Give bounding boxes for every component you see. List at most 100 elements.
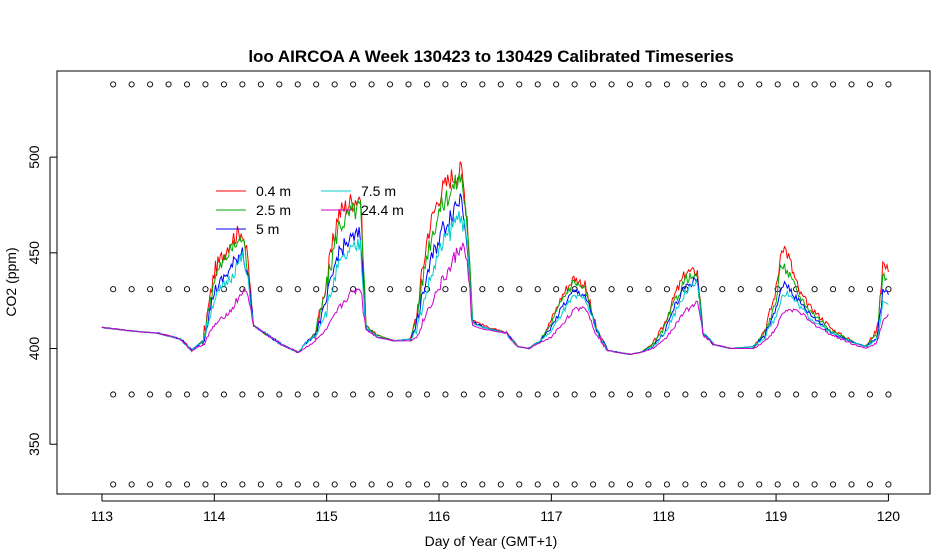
marker-row-2-point-32 [700, 391, 707, 398]
marker-row-3-point-7 [239, 481, 246, 488]
marker-row-0-point-8 [257, 81, 264, 88]
marker-row-0-point-40 [848, 81, 855, 88]
x-tick-label-2: 115 [315, 508, 338, 524]
marker-row-1-point-21 [497, 286, 504, 293]
marker-row-3-point-17 [423, 481, 431, 488]
marker-row-3-point-20 [479, 481, 486, 488]
legend: 0.4 m 2.5 m 5 m 7.5 m 24.4 m [216, 183, 404, 237]
marker-row-0-point-33 [719, 81, 726, 88]
marker-row-2-point-27 [608, 391, 615, 398]
marker-row-0-point-30 [663, 81, 670, 88]
marker-row-0-point-14 [368, 81, 375, 88]
marker-row-2-point-3 [165, 391, 172, 398]
marker-row-2-point-41 [866, 391, 874, 398]
marker-row-1-point-8 [257, 286, 264, 293]
marker-row-1-point-3 [165, 286, 172, 293]
marker-row-3-point-11 [313, 481, 320, 488]
marker-row-0-point-9 [276, 81, 283, 88]
marker-row-2-point-31 [682, 391, 689, 398]
marker-row-2-point-38 [811, 391, 818, 398]
x-tick-label-7: 120 [877, 508, 901, 524]
marker-row-0-point-32 [700, 81, 707, 88]
legend-label-4: 24.4 m [361, 202, 404, 218]
marker-rows [110, 81, 892, 488]
marker-row-0-point-24 [553, 81, 560, 88]
marker-row-0-point-10 [294, 81, 301, 88]
marker-row-0-point-42 [885, 81, 892, 88]
marker-row-3-point-36 [774, 481, 781, 488]
marker-row-2-point-16 [405, 391, 412, 398]
marker-row-1-point-7 [239, 286, 246, 293]
legend-label-0: 0.4 m [256, 183, 291, 199]
marker-row-0-point-16 [405, 81, 412, 88]
marker-row-3-point-16 [405, 481, 412, 488]
marker-row-2-point-42 [885, 391, 892, 398]
marker-row-0-point-25 [571, 81, 578, 88]
marker-row-1-point-32 [700, 286, 707, 293]
marker-row-2-point-25 [571, 391, 578, 398]
marker-row-0-point-6 [220, 81, 227, 88]
marker-row-3-point-35 [756, 481, 763, 488]
marker-row-2-point-36 [774, 391, 781, 398]
marker-row-3-point-13 [350, 481, 357, 488]
marker-row-1-point-23 [534, 286, 541, 293]
marker-row-2-point-26 [590, 391, 597, 398]
marker-row-3-point-34 [737, 481, 744, 488]
marker-row-3-point-38 [811, 481, 818, 488]
marker-row-1-point-0 [110, 286, 117, 293]
plot-frame [56, 70, 931, 495]
marker-row-2-point-10 [294, 391, 301, 398]
marker-row-2-point-35 [756, 391, 763, 398]
marker-row-1-point-33 [719, 286, 726, 293]
y-tick-label-1: 400 [26, 337, 42, 361]
series-line-0 [101, 161, 889, 356]
marker-row-2-point-0 [110, 391, 117, 398]
marker-row-3-point-0 [110, 481, 117, 488]
marker-row-2-point-24 [553, 391, 560, 398]
marker-row-0-point-41 [866, 81, 874, 88]
marker-row-0-point-22 [516, 81, 523, 88]
marker-row-2-point-30 [663, 391, 670, 398]
marker-row-3-point-32 [700, 481, 707, 488]
marker-row-0-point-38 [811, 81, 818, 88]
marker-row-3-point-8 [257, 481, 264, 488]
marker-row-2-point-13 [350, 391, 357, 398]
marker-row-0-point-35 [756, 81, 763, 88]
y-axis-label: CO2 (ppm) [3, 247, 19, 316]
marker-row-0-point-18 [442, 81, 449, 88]
marker-row-2-point-34 [737, 391, 744, 398]
marker-row-3-point-4 [183, 481, 191, 488]
marker-row-2-point-14 [368, 391, 375, 398]
marker-row-0-point-39 [830, 81, 837, 88]
marker-row-0-point-34 [737, 81, 744, 88]
y-tick-label-0: 350 [26, 432, 42, 456]
marker-row-1-point-34 [737, 286, 744, 293]
marker-row-1-point-5 [202, 286, 209, 293]
marker-row-1-point-15 [387, 286, 394, 293]
marker-row-3-point-26 [590, 481, 597, 488]
x-axis-label: Day of Year (GMT+1) [425, 533, 558, 549]
marker-row-1-point-25 [571, 286, 578, 293]
marker-row-2-point-6 [220, 391, 227, 398]
marker-row-3-point-15 [387, 481, 394, 488]
marker-row-1-point-11 [313, 286, 320, 293]
y-axis: 350 400 450 500 [26, 145, 57, 456]
marker-row-0-point-31 [682, 81, 689, 88]
marker-row-3-point-41 [866, 481, 874, 488]
marker-row-3-point-30 [663, 481, 670, 488]
marker-row-1-point-29 [645, 286, 652, 293]
marker-row-3-point-21 [497, 481, 504, 488]
marker-row-0-point-37 [793, 81, 800, 88]
marker-row-1-point-41 [866, 286, 874, 293]
marker-row-3-point-14 [368, 481, 375, 488]
marker-row-1-point-16 [405, 286, 412, 293]
marker-row-2-point-40 [848, 391, 855, 398]
marker-row-0-point-1 [128, 81, 135, 88]
marker-row-1-point-24 [553, 286, 560, 293]
marker-row-3-point-10 [294, 481, 301, 488]
marker-row-3-point-33 [719, 481, 726, 488]
legend-label-3: 7.5 m [361, 183, 396, 199]
marker-row-1-point-35 [756, 286, 763, 293]
marker-row-1-point-20 [479, 286, 486, 293]
